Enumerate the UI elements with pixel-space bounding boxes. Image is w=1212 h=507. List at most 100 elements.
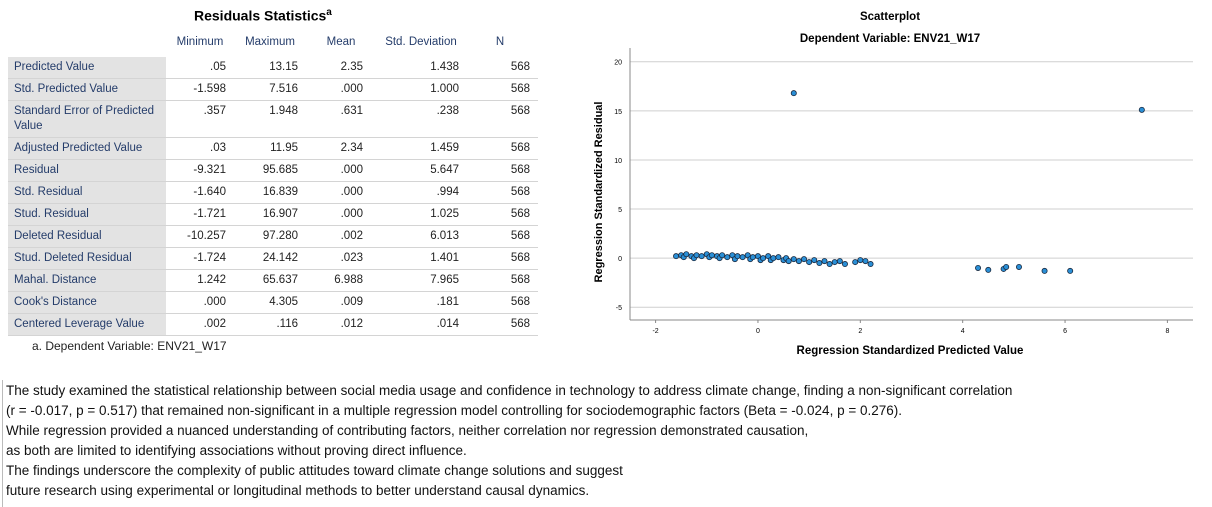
point	[841, 261, 848, 268]
chart-title: Scatterplot	[860, 11, 920, 23]
point	[734, 253, 741, 260]
point	[1041, 267, 1048, 274]
table-cell: .009	[306, 292, 371, 314]
point	[790, 256, 797, 263]
title-text: Residuals Statistics	[194, 7, 327, 24]
row-label: Cook's Distance	[8, 292, 166, 314]
table-cell: .000	[166, 292, 234, 314]
point	[862, 258, 869, 265]
column-header: Maximum	[245, 36, 295, 48]
column-header: Minimum	[176, 36, 224, 48]
table-cell: .238	[371, 101, 467, 138]
point	[816, 260, 823, 267]
table-cell: 1.025	[371, 204, 467, 226]
table-cell: .631	[306, 101, 371, 138]
row-label: Stud. Deleted Residual	[8, 248, 166, 270]
y-axis-label: Regression Standardized Residual	[593, 102, 605, 283]
row-label: Stud. Residual	[8, 204, 166, 226]
table-cell: .000	[306, 79, 371, 101]
table-cell: .002	[166, 314, 234, 336]
table-cell: 568	[467, 204, 538, 226]
text-line: While regression provided a nuanced unde…	[6, 423, 809, 438]
table-cell: .994	[371, 182, 467, 204]
table-cell: 1.948	[234, 101, 306, 138]
point	[724, 254, 731, 261]
chart-subtitle: Dependent Variable: ENV21_W17	[800, 33, 980, 45]
table-cell: 1.401	[371, 248, 467, 270]
table-cell: 568	[467, 138, 538, 160]
table-cell: 2.35	[306, 57, 371, 79]
table-cell: 13.15	[234, 57, 306, 79]
table-cell: .181	[371, 292, 467, 314]
table-cell: 2.34	[306, 138, 371, 160]
point	[770, 255, 777, 262]
table-cell: 1.242	[166, 270, 234, 292]
point	[749, 254, 756, 261]
table-cell: 568	[467, 57, 538, 79]
footnote: a. Dependent Variable: ENV21_W17	[32, 339, 227, 353]
table-cell: .000	[306, 182, 371, 204]
table-cell: .002	[306, 226, 371, 248]
point	[683, 251, 690, 258]
table-cell: .03	[166, 138, 234, 160]
point	[826, 261, 833, 268]
table-cell: -1.721	[166, 204, 234, 226]
row-label: Residual	[8, 160, 166, 182]
table-cell: -1.640	[166, 182, 234, 204]
point	[852, 259, 859, 266]
table-cell: .000	[306, 160, 371, 182]
point	[698, 253, 705, 260]
table-cell: 568	[467, 270, 538, 292]
table-cell: 1.459	[371, 138, 467, 160]
point	[760, 255, 767, 262]
chart: Scatterplot Dependent Variable: ENV21_W1…	[593, 11, 1193, 357]
table-cell: .000	[306, 204, 371, 226]
point	[775, 254, 782, 261]
table-cell: 568	[467, 79, 538, 101]
table-cell: .014	[371, 314, 467, 336]
table-cell: -10.257	[166, 226, 234, 248]
sheet-gridline	[2, 380, 3, 507]
table-cell: .023	[306, 248, 371, 270]
row-label: Standard Error of Predicted Value	[8, 101, 166, 138]
row-label: Std. Predicted Value	[8, 79, 166, 101]
y-tick-label: 10	[614, 158, 622, 165]
point	[790, 90, 797, 97]
x-tick-label: 8	[1165, 328, 1169, 335]
text-line: The study examined the statistical relat…	[6, 383, 1013, 398]
text-line: future research using experimental or lo…	[6, 483, 590, 498]
table-cell: 6.013	[371, 226, 467, 248]
point	[785, 258, 792, 265]
table-cell: 7.516	[234, 79, 306, 101]
y-tick-label: 15	[614, 109, 622, 116]
column-header: N	[495, 36, 505, 48]
title-note: a	[326, 7, 332, 18]
row-label: Predicted Value	[8, 57, 166, 79]
point	[1015, 263, 1022, 270]
table-cell: .05	[166, 57, 234, 79]
x-tick-label: -2	[652, 328, 658, 335]
point	[811, 257, 818, 264]
y-tick-label: 0	[618, 256, 622, 263]
point	[801, 256, 808, 263]
point	[1003, 263, 1010, 270]
table-cell: -1.724	[166, 248, 234, 270]
table-cell: 95.685	[234, 160, 306, 182]
column-header: Std. Deviation	[385, 36, 457, 48]
text-line: (r = -0.017, p = 0.517) that remained no…	[6, 403, 902, 418]
table-cell: 11.95	[234, 138, 306, 160]
text-line: as both are limited to identifying assoc…	[6, 443, 467, 458]
table-cell: .357	[166, 101, 234, 138]
table-cell: 1.438	[371, 57, 467, 79]
table-cell: 568	[467, 226, 538, 248]
point	[867, 261, 874, 268]
table-cell: 6.988	[306, 270, 371, 292]
text-line: The findings underscore the complexity o…	[6, 463, 623, 478]
table-cell: .116	[234, 314, 306, 336]
column-header: Mean	[326, 36, 356, 48]
point	[821, 258, 828, 265]
table-cell: 568	[467, 182, 538, 204]
point	[673, 253, 680, 260]
table-cell: 568	[467, 248, 538, 270]
